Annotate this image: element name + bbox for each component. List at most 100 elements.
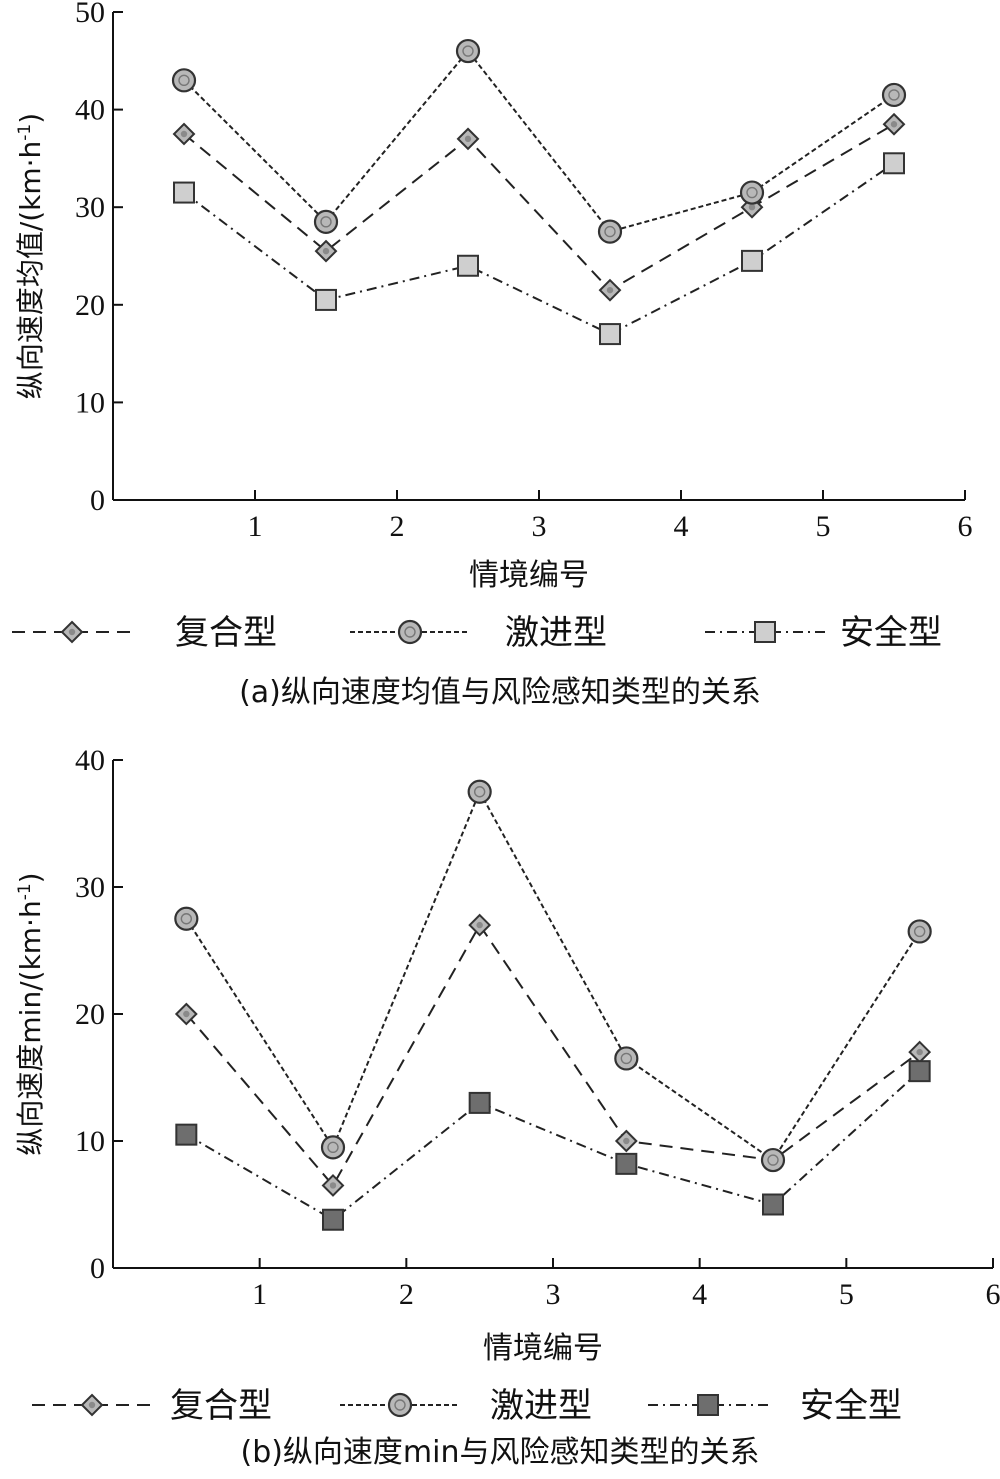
figure-caption: (a)纵向速度均值与风险感知类型的关系 bbox=[239, 675, 761, 710]
legend-label: 激进型 bbox=[490, 1386, 592, 1426]
series-line-circle bbox=[185, 789, 921, 1162]
y-tick-label: 40 bbox=[75, 94, 105, 127]
x-tick-label: 1 bbox=[248, 510, 263, 543]
square-marker bbox=[741, 249, 763, 272]
circle-marker-ring bbox=[604, 225, 616, 238]
series-line-square bbox=[183, 162, 895, 336]
x-tick-label: 3 bbox=[532, 510, 547, 543]
circle-marker bbox=[320, 1135, 346, 1160]
y-tick-label: 40 bbox=[75, 744, 105, 777]
y-axis-title-close: ) bbox=[14, 113, 47, 124]
legend-label: 安全型 bbox=[840, 613, 942, 653]
x-tick-label: 1 bbox=[252, 1278, 267, 1311]
circle-marker-ring bbox=[327, 1141, 339, 1154]
chart-panel-1: 0 10 20 30 40 50 1 2 3 4 5 6 情境编号 纵向速度均值/(km·h-1) 复合型 激… bbox=[12, 0, 973, 710]
circle-marker bbox=[174, 906, 199, 931]
diamond-marker-center bbox=[476, 921, 483, 929]
circle-marker bbox=[467, 779, 492, 804]
series-line-circle bbox=[183, 49, 895, 233]
x-tick-label: 2 bbox=[399, 1278, 414, 1311]
circle-marker bbox=[739, 180, 765, 205]
y-axis-title-superscript: -1 bbox=[15, 124, 35, 141]
series-line-diamond bbox=[185, 923, 921, 1188]
series-line-square bbox=[185, 1070, 921, 1221]
y-tick-label: 20 bbox=[75, 289, 105, 322]
x-tick-label: 6 bbox=[958, 510, 973, 543]
legend-label: 复合型 bbox=[170, 1386, 272, 1426]
diamond-marker-center bbox=[322, 247, 330, 255]
circle-marker bbox=[597, 219, 623, 244]
square-marker bbox=[599, 323, 621, 346]
square-marker bbox=[762, 1193, 784, 1216]
circle-marker bbox=[171, 68, 197, 93]
circle-marker-ring bbox=[404, 626, 416, 638]
diamond-marker-center bbox=[68, 628, 76, 636]
y-axis-title: 纵向速度min/(km·h-1) bbox=[14, 872, 47, 1155]
diamond-marker-center bbox=[606, 286, 614, 294]
circle-marker bbox=[455, 38, 481, 64]
legend-label: 复合型 bbox=[175, 613, 277, 653]
square-marker bbox=[457, 254, 479, 277]
square-marker bbox=[697, 1394, 719, 1416]
diamond-marker-center bbox=[464, 135, 472, 143]
legend-label: 激进型 bbox=[505, 613, 607, 653]
square-marker bbox=[173, 181, 195, 204]
square-marker bbox=[322, 1208, 344, 1231]
square-marker bbox=[468, 1091, 491, 1114]
square-marker bbox=[908, 1060, 931, 1083]
y-tick-label: 10 bbox=[75, 386, 105, 419]
y-tick-label: 30 bbox=[75, 871, 105, 904]
x-tick-label: 3 bbox=[546, 1278, 561, 1311]
circle-marker bbox=[387, 1392, 413, 1418]
circle-marker-ring bbox=[767, 1154, 779, 1166]
y-axis-title-main: 纵向速度min/(km·h bbox=[14, 900, 47, 1155]
square-marker bbox=[315, 288, 337, 311]
y-axis-title-main: 纵向速度均值/(km·h bbox=[14, 141, 47, 400]
circle-marker-ring bbox=[178, 74, 190, 87]
y-tick-label: 20 bbox=[75, 998, 105, 1031]
x-axis-title: 情境编号 bbox=[469, 558, 589, 593]
chart-panel-2: 0 10 20 30 40 1 2 3 4 5 6 情境编号 纵向速度min/(km·h-1) 复合型 激进… bbox=[14, 744, 1000, 1470]
circle-marker bbox=[313, 209, 339, 234]
square-marker bbox=[615, 1152, 638, 1175]
diamond-marker-center bbox=[748, 204, 756, 211]
circle-marker bbox=[397, 619, 423, 645]
circle-marker-ring bbox=[888, 89, 900, 101]
x-tick-label: 2 bbox=[390, 510, 405, 543]
x-tick-label: 5 bbox=[816, 510, 831, 543]
x-tick-label: 4 bbox=[692, 1278, 707, 1311]
circle-marker-ring bbox=[473, 786, 486, 798]
circle-marker-ring bbox=[913, 925, 926, 938]
circle-marker bbox=[907, 919, 932, 944]
y-tick-label: 50 bbox=[75, 0, 105, 29]
circle-marker-ring bbox=[620, 1052, 633, 1065]
y-tick-label: 30 bbox=[75, 191, 105, 224]
square-marker bbox=[175, 1123, 198, 1146]
series-line-diamond bbox=[183, 123, 895, 292]
square-marker bbox=[754, 621, 776, 643]
circle-marker bbox=[760, 1147, 786, 1173]
circle-marker-ring bbox=[746, 186, 758, 199]
diamond-marker-center bbox=[329, 1182, 337, 1189]
x-tick-label: 4 bbox=[674, 510, 689, 543]
diamond-marker-center bbox=[180, 130, 188, 138]
diamond-marker-center bbox=[623, 1137, 630, 1145]
circle-marker bbox=[881, 82, 907, 108]
circle-marker-ring bbox=[462, 45, 474, 57]
figure-caption: (b)纵向速度min与风险感知类型的关系 bbox=[240, 1435, 759, 1470]
diamond-marker-center bbox=[88, 1401, 96, 1409]
circle-marker-ring bbox=[180, 913, 193, 925]
y-axis-title: 纵向速度均值/(km·h-1) bbox=[14, 113, 47, 399]
square-marker bbox=[883, 152, 905, 175]
x-axis-title: 情境编号 bbox=[483, 1331, 603, 1366]
y-axis-title-superscript: -1 bbox=[15, 883, 35, 900]
diamond-marker-center bbox=[183, 1010, 190, 1018]
y-tick-label: 0 bbox=[90, 484, 105, 517]
y-tick-label: 10 bbox=[75, 1125, 105, 1158]
y-axis-title-close: ) bbox=[14, 872, 47, 883]
diamond-marker-center bbox=[890, 121, 898, 128]
x-tick-label: 6 bbox=[986, 1278, 1000, 1311]
circle-marker-ring bbox=[394, 1399, 406, 1411]
x-tick-label: 5 bbox=[839, 1278, 854, 1311]
circle-marker bbox=[614, 1046, 639, 1071]
